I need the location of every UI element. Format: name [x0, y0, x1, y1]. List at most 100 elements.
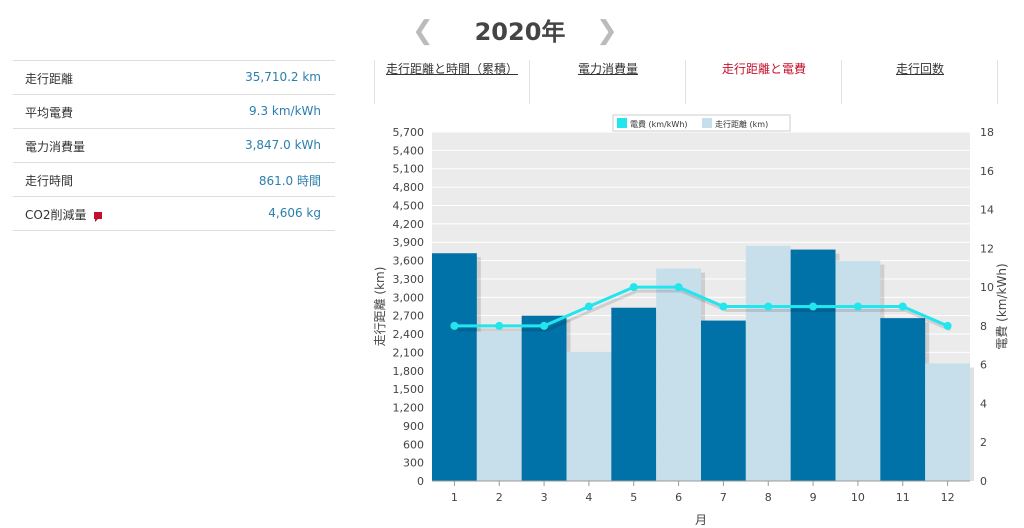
tab-label: 電力消費量: [577, 62, 638, 76]
summary-stats: 走行距離 35,710.2 km 平均電費 9.3 km/kWh 電力消費量 3…: [13, 60, 335, 231]
bar: [611, 307, 657, 481]
y-tick-label: 4,800: [393, 181, 425, 194]
legend-swatch: [702, 118, 712, 128]
y2-tick-label: 12: [980, 242, 994, 255]
bar: [790, 249, 836, 481]
stat-row-co2: CO2削減量 4,606 kg: [13, 197, 335, 231]
y2-tick-label: 6: [980, 359, 987, 372]
y2-tick-label: 14: [980, 204, 994, 217]
x-tick-label: 4: [585, 491, 592, 504]
y-tick-label: 1,800: [393, 365, 425, 378]
y-tick-label: 4,500: [393, 199, 425, 212]
line-point: [450, 321, 459, 330]
chevron-left-icon[interactable]: ❮: [412, 16, 434, 46]
y-tick-label: 1,200: [393, 402, 425, 415]
y2-tick-label: 4: [980, 397, 987, 410]
y-tick-label: 2,400: [393, 328, 425, 341]
y-tick-label: 3,300: [393, 273, 425, 286]
x-tick-label: 10: [851, 491, 865, 504]
x-tick-label: 9: [810, 491, 817, 504]
tab-label: 走行距離と電費: [721, 62, 806, 76]
legend-label: 電費 (km/kWh): [630, 119, 688, 129]
line-point: [584, 302, 593, 311]
line-point: [674, 283, 683, 292]
bar: [656, 268, 701, 481]
tab-divider: [529, 60, 530, 104]
line-point: [764, 302, 773, 311]
tab-distance-efficiency[interactable]: 走行距離と電費: [686, 60, 842, 104]
stat-row-power: 電力消費量 3,847.0 kWh: [13, 129, 335, 163]
x-tick-label: 1: [451, 491, 458, 504]
tab-power[interactable]: 電力消費量: [530, 60, 686, 104]
stat-value: 3,847.0 kWh: [244, 138, 321, 152]
y-axis-title: 走行距離 (km): [373, 267, 387, 347]
y-tick-label: 2,100: [393, 346, 425, 359]
y-tick-label: 1,500: [393, 383, 425, 396]
y-tick-label: 4,200: [393, 218, 425, 231]
stat-value: 4,606 kg: [268, 206, 321, 220]
tab-divider: [841, 60, 842, 104]
y-tick-label: 5,400: [393, 144, 425, 157]
y2-tick-label: 10: [980, 281, 994, 294]
distance-efficiency-chart: 0 300 600 900 1,200 1,500 1,800 2,100 2,400 2,700…: [373, 114, 1009, 526]
year-navigation: ❮ 2020年 ❯: [400, 12, 640, 52]
bar: [925, 363, 970, 481]
stat-label: 平均電費: [25, 106, 74, 120]
y-tick-label: 600: [403, 438, 424, 451]
stat-label: 走行距離: [25, 72, 74, 86]
chevron-right-icon[interactable]: ❯: [596, 16, 618, 46]
y-tick-label: 900: [403, 420, 424, 433]
y-tick-label: 3,600: [393, 255, 425, 268]
stat-value: 35,710.2 km: [245, 70, 321, 84]
y2-tick-label: 8: [980, 320, 987, 333]
tab-trip-count[interactable]: 走行回数: [842, 60, 998, 104]
y-tick-label: 3,000: [393, 291, 425, 304]
bar: [745, 245, 791, 481]
bar: [835, 260, 881, 481]
y-tick-label: 3,900: [393, 236, 425, 249]
efficiency-line: [454, 285, 949, 328]
legend-label: 走行距離 (km): [715, 119, 768, 129]
stat-row-time: 走行時間 861.0 時間: [13, 163, 335, 197]
x-tick-label: 2: [496, 491, 503, 504]
bar: [476, 331, 522, 481]
bar: [432, 253, 477, 481]
x-tick-label: 3: [541, 491, 548, 504]
line-point: [853, 302, 862, 311]
y2-tick-label: 16: [980, 165, 994, 178]
line-point: [719, 302, 728, 311]
line-shadow: [457, 289, 952, 332]
x-tick-label: 7: [720, 491, 727, 504]
y-tick-label: 2,700: [393, 310, 425, 323]
stat-label-co2: CO2削減量: [25, 206, 103, 223]
x-tick-label: 12: [941, 491, 955, 504]
line-point: [898, 302, 907, 311]
y2-tick-label: 18: [980, 126, 994, 139]
y2-axis-title: 電費 (km/kWh): [994, 263, 1009, 349]
tab-label: 走行回数: [895, 62, 944, 76]
x-tick-label: 11: [896, 491, 910, 504]
stat-value: 861.0 時間: [258, 174, 321, 188]
y-tick-label: 0: [417, 475, 424, 488]
y2-tick-label: 2: [980, 436, 987, 449]
line-point: [540, 321, 549, 330]
stat-row-efficiency: 平均電費 9.3 km/kWh: [13, 95, 335, 129]
tab-divider: [685, 60, 686, 104]
year-title: 2020年: [474, 18, 566, 46]
y-tick-label: 5,100: [393, 163, 425, 176]
y-tick-label: 5,700: [393, 126, 425, 139]
line-point: [629, 283, 638, 292]
tab-cumulative[interactable]: 走行距離と時間（累積）: [374, 60, 530, 104]
x-tick-label: 5: [630, 491, 637, 504]
tab-divider: [997, 60, 998, 104]
tab-label: 走行距離と時間（累積）: [385, 62, 518, 76]
stat-label-text: CO2削減量: [25, 208, 87, 222]
comment-icon[interactable]: [94, 212, 103, 222]
line-point: [943, 321, 952, 330]
x-axis-title: 月: [695, 513, 707, 526]
legend-swatch: [617, 118, 627, 128]
stat-row-distance: 走行距離 35,710.2 km: [13, 61, 335, 95]
line-point: [809, 302, 818, 311]
x-tick-label: 6: [675, 491, 682, 504]
bar: [521, 315, 567, 481]
